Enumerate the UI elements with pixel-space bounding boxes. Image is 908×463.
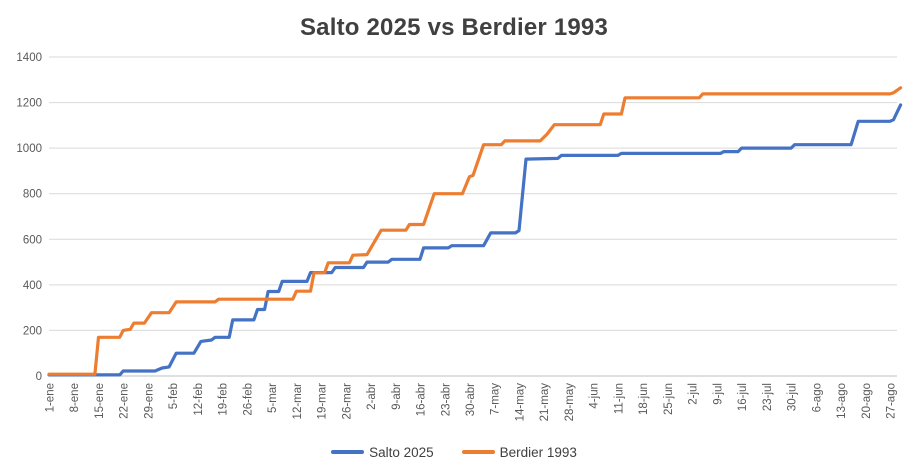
x-axis-label: 25-jun [663, 383, 675, 415]
x-axis-label: 9-jul [712, 383, 724, 405]
x-axis-label: 8-ene [69, 383, 81, 412]
x-axis-label: 12-feb [193, 383, 205, 416]
x-axis-label: 13-ago [836, 383, 848, 419]
x-axis-label: 4-jun [589, 383, 601, 409]
legend-item-berdier-1993[interactable]: Berdier 1993 [461, 444, 577, 460]
y-axis-label: 400 [23, 280, 42, 292]
y-axis-label: 800 [23, 189, 42, 201]
legend-label-salto-2025: Salto 2025 [369, 444, 434, 460]
y-axis-label: 600 [23, 234, 42, 246]
x-axis-label: 1-ene [45, 383, 57, 412]
x-axis-label: 30-jul [787, 383, 799, 411]
chart-legend: Salto 2025 Berdier 1993 [0, 443, 908, 461]
x-axis-label: 19-feb [218, 383, 230, 416]
series-line-berdier-1993 [47, 86, 903, 376]
legend-swatch-berdier-1993 [461, 450, 495, 454]
legend-label-berdier-1993: Berdier 1993 [499, 444, 577, 460]
x-axis-label: 20-ago [861, 383, 873, 419]
x-axis-label: 23-jul [762, 383, 774, 411]
legend-swatch-salto-2025 [331, 450, 365, 454]
y-axis-label: 200 [23, 325, 42, 337]
x-axis-label: 18-jun [638, 383, 650, 415]
x-axis-label: 16-abr [416, 383, 428, 416]
x-axis-label: 23-abr [440, 383, 452, 416]
x-axis-label: 27-ago [886, 383, 898, 419]
x-axis-label: 2-abr [366, 383, 378, 410]
x-axis-label: 19-mar [317, 383, 329, 420]
y-axis-label: 0 [36, 371, 42, 383]
x-axis-label: 11-jun [613, 383, 625, 414]
x-axis-label: 26-mar [341, 383, 353, 420]
y-axis-label: 1400 [16, 52, 42, 64]
x-axis-label: 28-may [564, 383, 576, 422]
x-axis-label: 29-ene [143, 383, 155, 419]
x-axis-label: 5-mar [267, 383, 279, 413]
chart-title: Salto 2025 vs Berdier 1993 [299, 14, 609, 41]
x-axis-label: 12-mar [292, 383, 304, 420]
series-line-salto-2025 [47, 103, 903, 377]
x-axis-label: 5-feb [168, 383, 180, 409]
x-axis-label: 6-ago [811, 383, 823, 412]
x-axis-label: 9-abr [391, 383, 403, 410]
x-axis-label: 7-may [490, 383, 502, 415]
legend-item-salto-2025[interactable]: Salto 2025 [331, 445, 434, 460]
y-axis-label: 1200 [16, 98, 42, 110]
x-axis-label: 30-abr [465, 383, 477, 416]
x-axis-label: 26-feb [242, 383, 254, 416]
x-axis-label: 2-jul [688, 383, 700, 405]
x-axis-label: 15-ene [94, 383, 106, 419]
x-axis-label: 21-may [539, 383, 551, 422]
y-axis-label: 1000 [16, 143, 42, 155]
x-axis-label: 14-may [515, 383, 527, 422]
x-axis-label: 22-ene [119, 383, 131, 419]
x-axis-label: 16-jul [737, 383, 749, 411]
